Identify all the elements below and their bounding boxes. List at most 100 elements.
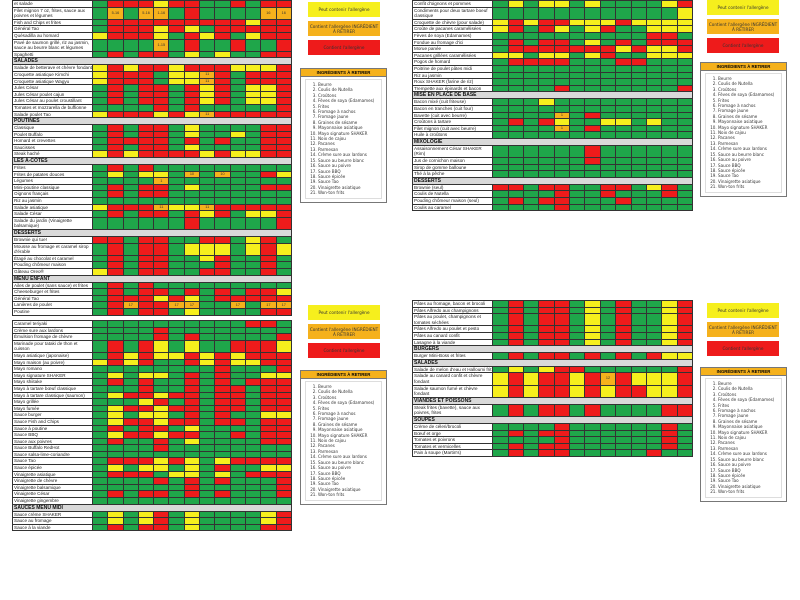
ingredient-item: Sauce au poivre xyxy=(718,157,781,162)
allergen-cell-contains xyxy=(91,236,109,244)
allergen-cell-absent xyxy=(168,50,185,59)
allergen-cell-absent xyxy=(676,111,694,120)
allergen-cell-absent xyxy=(122,307,139,316)
allergen-cell-absent xyxy=(523,183,540,192)
allergen-cell-absent xyxy=(153,77,170,86)
allergen-cell-may-contain xyxy=(183,470,201,479)
allergen-cell-may-contain xyxy=(153,417,170,426)
allergen-cell-absent xyxy=(523,338,540,347)
allergen-cell-absent xyxy=(91,417,109,426)
ingredient-item: Sauce épicée xyxy=(718,473,781,478)
allergen-cell-absent xyxy=(91,523,109,532)
allergen-cell-absent xyxy=(244,124,262,132)
table-row: Caramel teriyaki xyxy=(12,320,292,328)
table-row: Mousse au fromage et caramel sirop d'éra… xyxy=(12,242,292,256)
allergen-cell-contains xyxy=(615,38,632,47)
allergen-cell-may-contain xyxy=(199,210,216,218)
item-label: Saucisses xyxy=(12,143,93,152)
ingredient-item: Won-ton frits xyxy=(318,492,381,497)
allergen-cell-may-contain xyxy=(183,130,201,139)
allergen-cell-absent xyxy=(122,38,139,52)
allergen-cell-contains xyxy=(507,429,525,438)
allergen-cell-absent xyxy=(183,254,201,263)
allergen-cell-absent xyxy=(122,197,139,205)
allergen-cell-absent xyxy=(91,124,109,132)
allergen-cell-absent xyxy=(275,190,292,199)
allergen-cell-absent xyxy=(523,71,540,80)
allergen-cell-absent xyxy=(244,371,262,380)
item-label: Mayo à tartare classique (saumon) xyxy=(12,391,93,400)
allergen-cell-absent xyxy=(569,38,586,47)
allergen-cell-contains xyxy=(661,183,678,192)
allergen-cell-absent xyxy=(199,510,216,519)
allergen-cell-contains xyxy=(137,281,155,290)
allergen-cell-absent xyxy=(214,431,231,439)
allergen-cell-absent xyxy=(630,403,647,417)
allergen-cell-absent xyxy=(168,6,185,20)
allergen-cell-contains xyxy=(107,236,124,244)
allergen-cell-absent xyxy=(615,157,632,165)
allergen-cell-contains xyxy=(244,457,262,466)
item-label: Mayo grillée xyxy=(12,398,93,406)
allergen-cell-absent xyxy=(492,163,509,172)
allergen-cell-absent xyxy=(569,442,586,451)
item-label: Général Tao xyxy=(12,294,93,303)
allergen-cell-absent xyxy=(523,31,540,40)
table-row: Huile à croûtons xyxy=(411,131,694,139)
allergen-cell-absent xyxy=(645,104,663,113)
allergen-cell-absent xyxy=(168,358,185,367)
allergen-cell-absent xyxy=(630,6,647,20)
section-title: VIANDES ET POISSONS xyxy=(412,396,693,405)
allergen-cell-absent xyxy=(168,177,185,185)
ingredient-item: Mayo signature SHAKER xyxy=(318,433,381,438)
allergen-cell-may-contain xyxy=(183,307,201,316)
allergen-table-bottom-left: Caramel teriyaki Crème sure aux lardons Ém… xyxy=(12,320,292,532)
allergen-cell-contains xyxy=(260,294,277,303)
table-row: Pain à soupe (Martin's) xyxy=(411,449,694,457)
allergen-cell-absent xyxy=(244,216,262,231)
legend-may-contain: Peut contenir l'allergène xyxy=(308,2,380,17)
allergen-cell-contains xyxy=(244,25,262,33)
allergen-cell-contains xyxy=(214,137,231,145)
allergen-cell-contains xyxy=(137,143,155,152)
allergen-cell-absent xyxy=(91,384,109,393)
allergen-cell-absent xyxy=(229,137,246,145)
allergen-cell-may-contain xyxy=(661,25,678,33)
table-row: Trempette aux épinards et bacon xyxy=(411,84,694,93)
allergen-cell-may-contain xyxy=(584,338,601,347)
table-row: Mayo grillée xyxy=(12,398,292,406)
item-label: Mayo romano xyxy=(12,365,93,373)
allergen-cell-absent xyxy=(260,197,277,205)
allergen-cell-contains xyxy=(275,483,292,492)
allergen-cell-contains xyxy=(492,183,509,192)
allergen-cell-absent xyxy=(523,104,540,113)
section-header: VIANDES ET POISSONS xyxy=(412,396,693,405)
allergen-cell-removable: 11 xyxy=(199,110,216,119)
allergen-cell-may-contain xyxy=(137,398,155,406)
allergen-cell-contains xyxy=(183,6,201,20)
ingredient-item: Beurre xyxy=(318,82,381,87)
allergen-cell-removable: 11 xyxy=(199,70,216,79)
allergen-cell-contains xyxy=(661,422,678,431)
allergen-cell-absent xyxy=(492,104,509,113)
allergen-cell-contains xyxy=(553,449,571,457)
allergen-cell-absent xyxy=(214,510,231,519)
allergen-cell-contains xyxy=(507,38,525,47)
item-label: Pavé de saumon grillé, riz au jasmin, sa… xyxy=(12,38,93,52)
allergen-cell-absent xyxy=(168,384,185,393)
item-label: Brownie (seul) xyxy=(411,183,494,192)
allergen-cell-contains xyxy=(107,150,124,159)
allergen-cell-absent xyxy=(244,398,262,406)
allergen-cell-absent xyxy=(153,497,170,505)
allergen-cell-may-contain xyxy=(168,64,185,72)
allergen-cell-absent xyxy=(229,190,246,199)
allergen-cell-contains xyxy=(122,417,139,426)
allergen-cell-absent xyxy=(199,38,216,52)
allergen-cell-may-contain xyxy=(661,0,678,8)
allergen-cell-contains xyxy=(153,490,170,499)
item-label: Frites de patates douces xyxy=(12,170,93,179)
allergen-cell-contains xyxy=(260,18,277,27)
allergen-cell-absent xyxy=(645,78,663,86)
allergen-cell-absent xyxy=(584,436,601,444)
allergen-cell-contains xyxy=(153,90,170,99)
